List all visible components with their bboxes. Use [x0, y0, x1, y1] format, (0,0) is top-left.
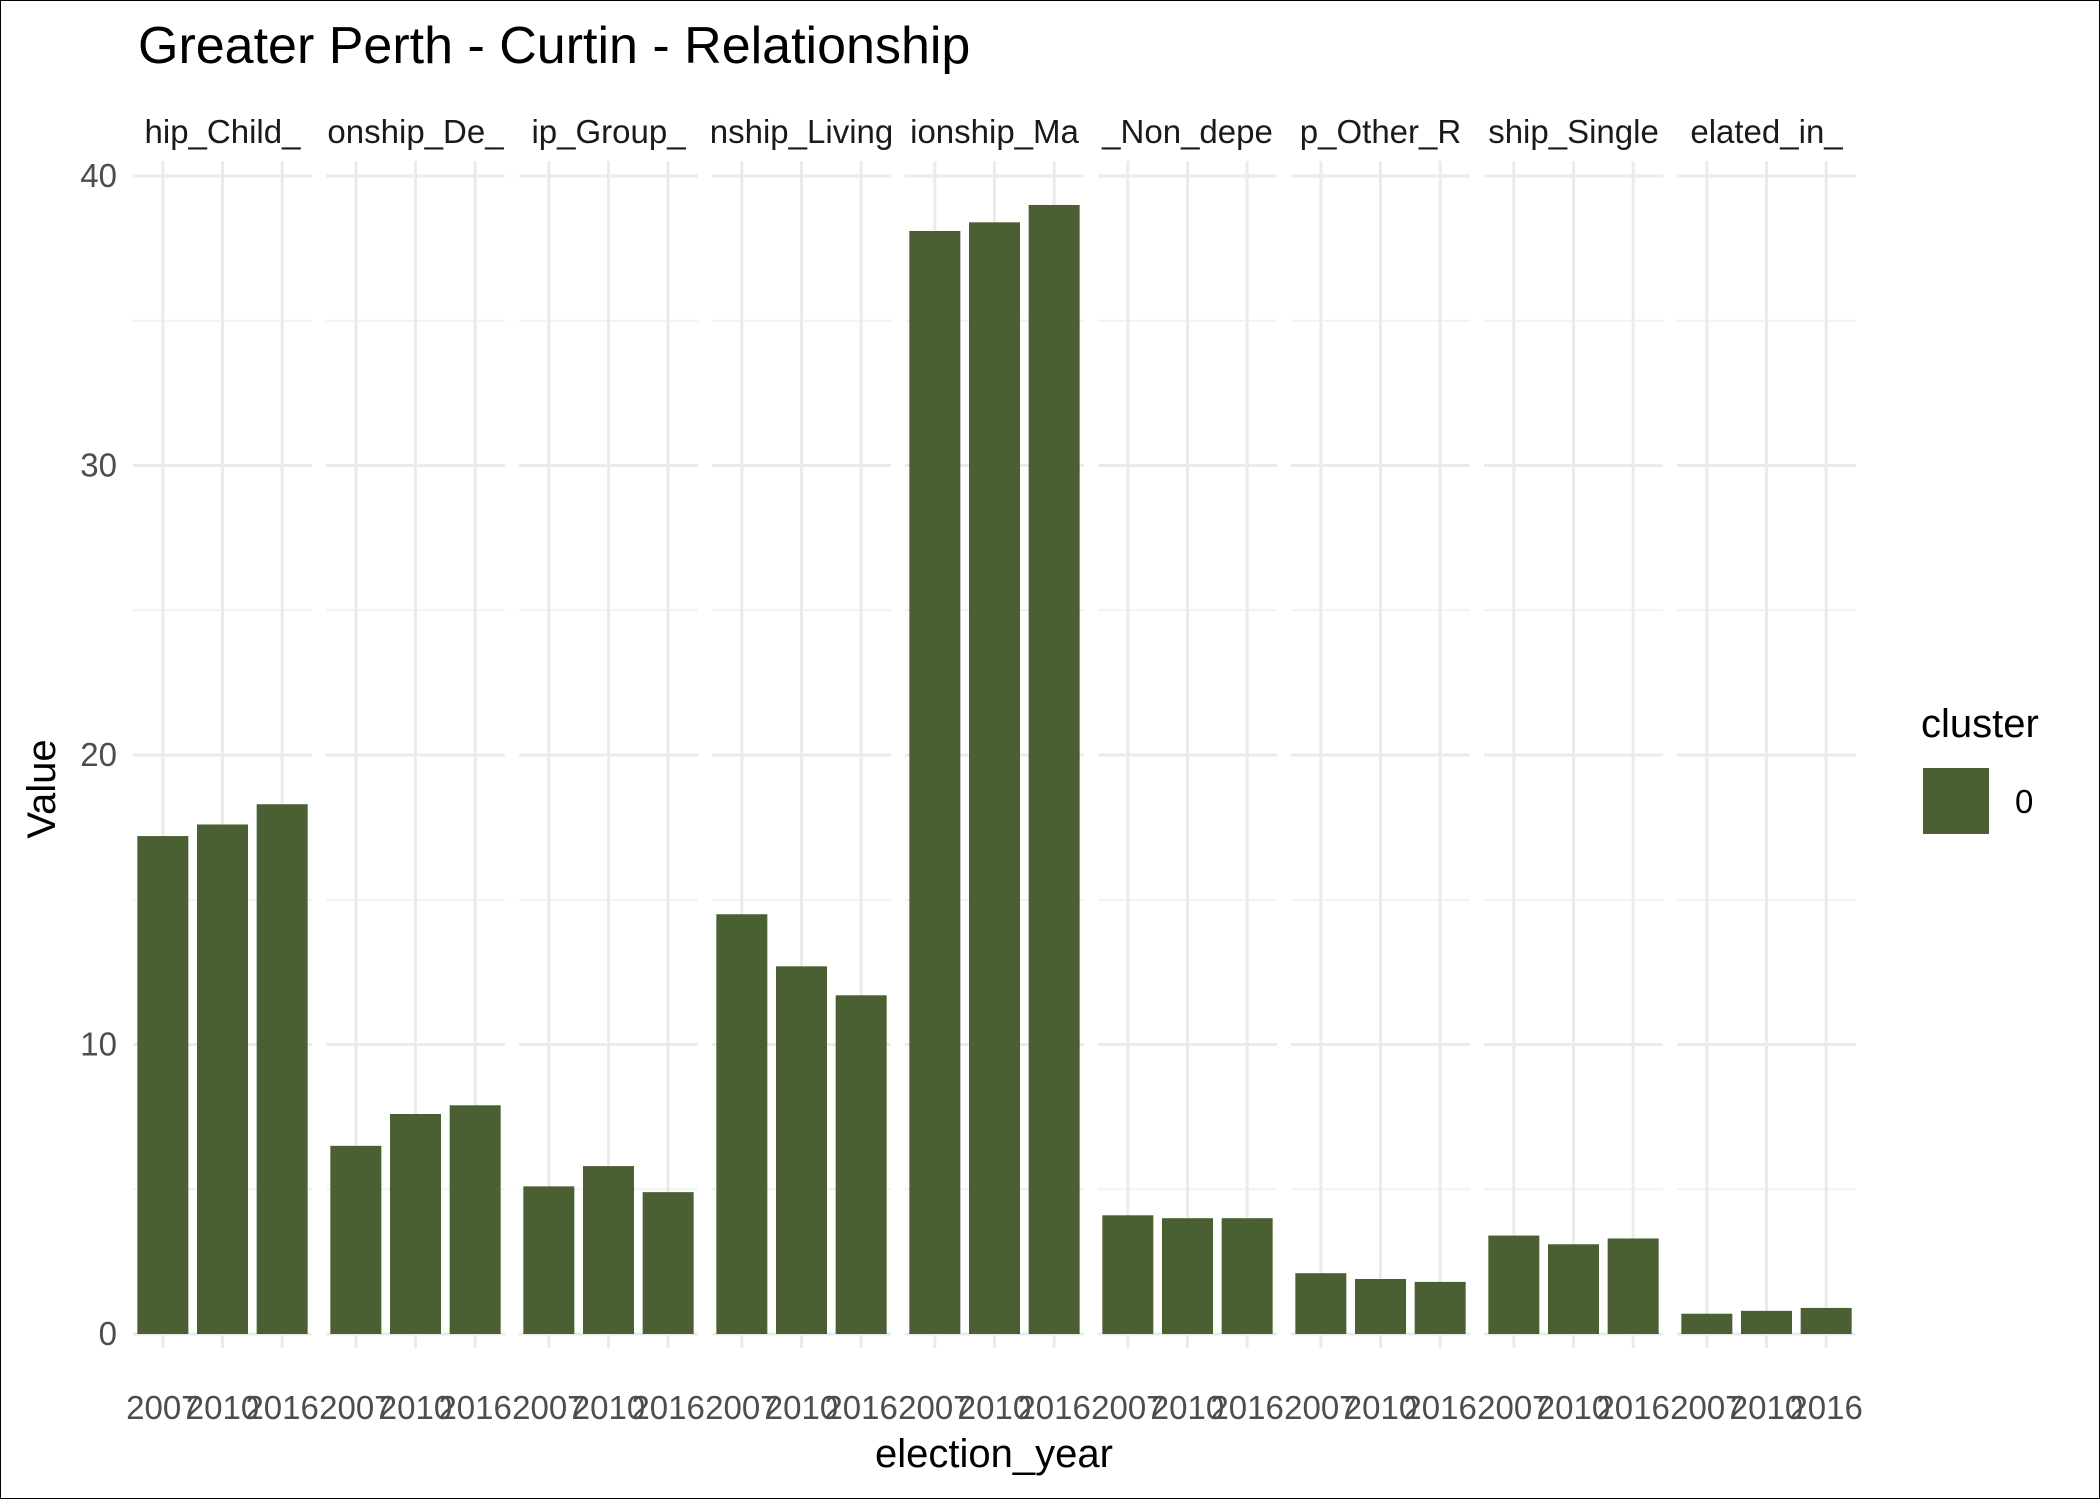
y-axis-title: Value: [20, 739, 64, 838]
y-tick-label: 0: [99, 1315, 117, 1352]
x-tick-label: 2010: [572, 1389, 645, 1426]
x-tick-label: 2007: [1284, 1389, 1357, 1426]
bar: [1414, 1281, 1466, 1334]
x-tick-label: 2010: [1151, 1389, 1224, 1426]
bar: [1162, 1218, 1213, 1334]
legend-title: cluster: [1921, 702, 2039, 746]
x-tick-label: 2007: [1091, 1389, 1164, 1426]
bar: [390, 1113, 441, 1334]
x-tick-label: 2016: [1210, 1389, 1283, 1426]
x-tick-label: 2016: [631, 1389, 704, 1426]
x-tick-label: 2010: [1344, 1389, 1417, 1426]
bar: [197, 824, 248, 1334]
x-tick-label: 2016: [824, 1389, 897, 1426]
y-tick-label: 40: [80, 157, 117, 194]
y-tick-label: 30: [80, 447, 117, 484]
bar: [137, 836, 189, 1334]
bar: [583, 1166, 634, 1334]
x-tick-label: 2016: [1789, 1389, 1862, 1426]
legend-key-swatch: [1923, 768, 1989, 834]
bar: [969, 222, 1020, 1334]
facet-strip-label: p_Other_R: [1300, 113, 1461, 150]
x-tick-label: 2016: [438, 1389, 511, 1426]
bar: [256, 804, 308, 1334]
x-tick-label: 2007: [705, 1389, 778, 1426]
legend-label: 0: [2015, 783, 2033, 820]
bar: [642, 1192, 694, 1334]
x-tick-label: 2016: [245, 1389, 318, 1426]
bar: [909, 231, 961, 1334]
x-tick-label: 2016: [1596, 1389, 1669, 1426]
bar: [1221, 1218, 1273, 1334]
legend: cluster 0: [1921, 702, 2039, 834]
bar: [1488, 1235, 1540, 1334]
x-tick-label: 2016: [1017, 1389, 1090, 1426]
bar: [1741, 1310, 1792, 1334]
facet-strip-label: ip_Group_: [531, 113, 686, 150]
x-tick-label: 2016: [1403, 1389, 1476, 1426]
x-tick-label: 2010: [765, 1389, 838, 1426]
x-tick-label: 2007: [319, 1389, 392, 1426]
facet-panels: 010203040hip_Child_200720102016onship_De…: [80, 113, 1863, 1426]
x-axis-title: election_year: [875, 1432, 1113, 1476]
x-tick-label: 2007: [126, 1389, 199, 1426]
x-tick-label: 2010: [958, 1389, 1031, 1426]
bar: [1355, 1278, 1406, 1334]
bar: [523, 1186, 575, 1334]
bar: [776, 966, 827, 1334]
x-tick-label: 2010: [379, 1389, 452, 1426]
bar: [1548, 1244, 1599, 1334]
facet-strip-label: nship_Living: [710, 113, 893, 150]
facet-strip-label: hip_Child_: [145, 113, 302, 150]
bar: [1295, 1273, 1347, 1334]
x-tick-label: 2010: [1730, 1389, 1803, 1426]
bar: [1800, 1307, 1852, 1334]
bar: [1102, 1215, 1154, 1334]
x-tick-label: 2010: [1537, 1389, 1610, 1426]
bar: [835, 995, 887, 1334]
bar: [1028, 204, 1080, 1335]
x-tick-label: 2007: [1477, 1389, 1550, 1426]
facet-strip-label: ship_Single: [1488, 113, 1659, 150]
y-axis: 0 10 20 30 40: [80, 157, 117, 1352]
bar: [1607, 1238, 1659, 1334]
facet-strip-label: ionship_Ma: [910, 113, 1079, 150]
facet-strip-label: elated_in_: [1690, 113, 1843, 150]
facet-strip-label: onship_De_: [327, 113, 504, 150]
bar: [1681, 1313, 1733, 1334]
x-tick-label: 2007: [512, 1389, 585, 1426]
x-tick-label: 2010: [186, 1389, 259, 1426]
x-tick-label: 2007: [898, 1389, 971, 1426]
y-tick-label: 10: [80, 1026, 117, 1063]
bar: [449, 1105, 501, 1334]
bar: [330, 1145, 382, 1334]
facet-strip-label: _Non_depe: [1101, 113, 1273, 150]
bar: [716, 914, 768, 1334]
y-tick-label: 20: [80, 736, 117, 773]
chart-title: Greater Perth - Curtin - Relationship: [138, 17, 970, 75]
x-tick-label: 2007: [1670, 1389, 1743, 1426]
